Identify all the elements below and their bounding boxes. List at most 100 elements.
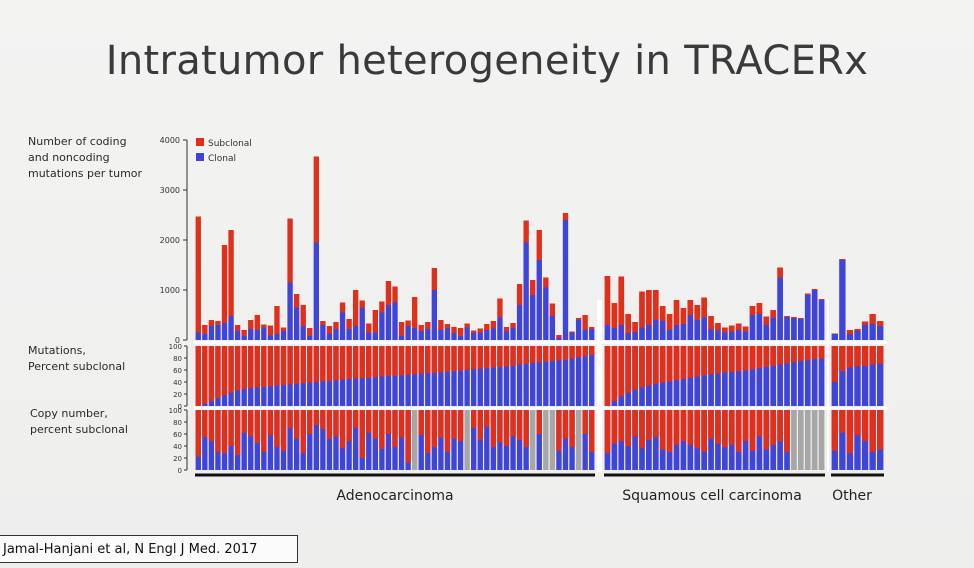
cn-subclonal-bar xyxy=(405,410,411,463)
cn-clonal-bar xyxy=(352,410,359,470)
cn-clonal-bar xyxy=(202,410,208,470)
clonal-bar xyxy=(673,325,680,340)
cn-clonal-bar xyxy=(418,410,424,470)
group-label: Adenocarcinoma xyxy=(336,488,453,504)
clonal-bar xyxy=(451,333,457,340)
cn-subclonal-bar xyxy=(846,410,854,454)
subclonal-bar xyxy=(877,321,884,326)
cn-subclonal-bar xyxy=(516,410,523,440)
subclonal-bar xyxy=(530,280,536,295)
cn-subclonal-bar xyxy=(392,410,398,448)
clonal-bar xyxy=(497,317,503,340)
cn-subclonal-bar xyxy=(503,410,510,446)
subclonal-bar xyxy=(385,281,392,305)
mut-subclonal-bar xyxy=(549,346,556,361)
mut-subclonal-bar xyxy=(339,346,346,380)
mut-subclonal-bar xyxy=(604,346,611,406)
clonal-bar xyxy=(611,328,618,340)
mut-subclonal-bar xyxy=(530,346,536,363)
clonal-bar xyxy=(379,312,385,340)
mut-subclonal-bar xyxy=(582,346,588,357)
cn-subclonal-bar xyxy=(267,410,274,436)
cn-clonal-bar xyxy=(326,410,333,470)
cn-na-bar xyxy=(811,410,818,470)
cn-subclonal-bar xyxy=(293,410,300,439)
clonal-bar xyxy=(425,329,431,340)
mid-y-tick-label: 0 xyxy=(178,403,182,411)
cn-subclonal-bar xyxy=(777,410,783,442)
clonal-bar xyxy=(234,331,241,340)
cn-clonal-bar xyxy=(267,410,274,470)
subclonal-bar xyxy=(632,322,638,332)
cn-clonal-bar xyxy=(241,410,247,470)
mut-subclonal-bar xyxy=(575,346,582,358)
subclonal-bar xyxy=(379,301,385,313)
cn-subclonal-bar xyxy=(451,410,457,439)
subclonal-bar xyxy=(405,320,411,326)
mut-subclonal-bar xyxy=(811,346,818,360)
subclonal-bar xyxy=(831,333,838,334)
mut-subclonal-bar xyxy=(854,346,861,367)
cn-subclonal-bar xyxy=(398,410,405,438)
subclonal-bar xyxy=(861,321,869,325)
cn-subclonal-bar xyxy=(484,410,490,427)
clonal-bar xyxy=(267,335,274,340)
clonal-bar xyxy=(287,282,293,340)
clonal-bar xyxy=(385,305,392,340)
mut-subclonal-bar xyxy=(464,346,470,370)
clonal-bar xyxy=(694,320,701,340)
mut-clonal-bar xyxy=(405,346,411,406)
clonal-bar xyxy=(300,326,306,340)
clonal-bar xyxy=(543,287,549,340)
cn-clonal-bar xyxy=(708,410,714,470)
bot-y-label-line: percent subclonal xyxy=(30,423,128,436)
top-y-tick-label: 0 xyxy=(175,336,180,345)
group-label: Other xyxy=(832,488,872,504)
cn-subclonal-bar xyxy=(770,410,777,445)
clonal-bar xyxy=(530,295,536,340)
mut-subclonal-bar xyxy=(195,346,201,406)
clonal-bar xyxy=(556,338,562,340)
mut-subclonal-bar xyxy=(784,346,790,364)
clonal-bar xyxy=(228,316,234,340)
cn-clonal-bar xyxy=(536,410,542,470)
mut-subclonal-bar xyxy=(569,346,575,359)
subclonal-bar xyxy=(307,328,313,336)
subclonal-bar xyxy=(742,326,749,332)
mut-clonal-bar xyxy=(516,346,523,406)
legend-subclonal-swatch xyxy=(196,138,204,146)
mut-subclonal-bar xyxy=(523,346,529,364)
cn-subclonal-bar xyxy=(611,410,618,444)
cn-subclonal-bar xyxy=(652,410,659,437)
cn-subclonal-bar xyxy=(234,410,241,455)
mut-subclonal-bar xyxy=(735,346,742,372)
clonal-bar xyxy=(484,330,490,340)
mut-clonal-bar xyxy=(398,346,405,406)
mut-clonal-bar xyxy=(722,346,728,406)
mut-clonal-bar xyxy=(777,346,783,406)
mut-subclonal-bar xyxy=(280,346,287,385)
bot-y-tick-label: 40 xyxy=(173,443,182,451)
cn-clonal-bar xyxy=(839,410,846,470)
top-y-label-line: Number of coding xyxy=(28,135,127,148)
subclonal-bar xyxy=(523,220,529,243)
cn-na-bar xyxy=(549,410,556,470)
subclonal-bar xyxy=(784,316,790,317)
clonal-bar xyxy=(728,331,735,340)
mut-subclonal-bar xyxy=(451,346,457,372)
clonal-bar xyxy=(756,314,763,340)
cn-subclonal-bar xyxy=(854,410,861,436)
subclonal-bar xyxy=(392,286,398,303)
subclonal-bar xyxy=(536,230,542,260)
mut-subclonal-bar xyxy=(228,346,234,393)
subclonal-bar xyxy=(457,328,464,336)
subclonal-bar xyxy=(694,305,701,320)
subclonal-bar xyxy=(477,328,483,333)
mut-clonal-bar xyxy=(477,346,483,406)
clonal-bar xyxy=(818,300,825,340)
clonal-bar xyxy=(846,334,854,340)
clonal-bar xyxy=(646,325,652,340)
cn-subclonal-bar xyxy=(510,410,516,437)
cn-clonal-bar xyxy=(510,410,516,470)
mid-y-tick-label: 100 xyxy=(169,343,182,351)
